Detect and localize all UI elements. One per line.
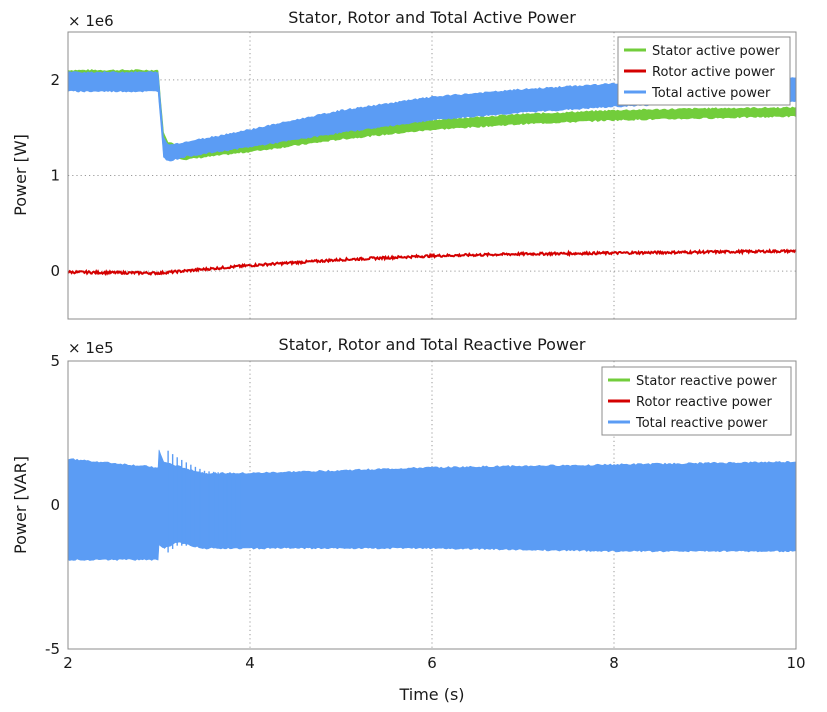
x-tick-label: 2 — [63, 654, 73, 672]
series-total-reactive-power-spikes — [167, 450, 242, 553]
axes-frame — [67, 31, 797, 320]
y-axis-label: Power [W] — [11, 134, 30, 216]
y-tick-label: 1 — [50, 167, 60, 185]
y-exponent-label: × 1e5 — [68, 339, 114, 357]
legend-box — [617, 36, 791, 106]
grid — [68, 32, 796, 319]
y-exponent-label: × 1e6 — [68, 12, 114, 30]
y-tick-label: 0 — [50, 496, 60, 514]
legend-entry: Total reactive power — [635, 416, 768, 431]
legend-entry: Stator reactive power — [636, 374, 777, 389]
y-axis: -5 0 5 — [45, 352, 60, 658]
legend-entry: Rotor reactive power — [636, 395, 772, 410]
x-tick-label: 8 — [609, 654, 619, 672]
x-tick-label: 6 — [427, 654, 437, 672]
chart-title: Stator, Rotor and Total Reactive Power — [279, 335, 586, 354]
y-tick-label: 2 — [50, 71, 60, 89]
active-power-panel: Stator, Rotor and Total Active Power × 1… — [11, 8, 797, 320]
series-rotor-active-power — [67, 248, 797, 277]
y-tick-label: -5 — [45, 640, 60, 658]
legend-box — [601, 366, 792, 436]
legend-entry: Total active power — [651, 86, 771, 101]
y-tick-label: 5 — [50, 352, 60, 370]
x-tick-label: 10 — [786, 654, 805, 672]
reactive-power-panel: Stator, Rotor and Total Reactive Power ×… — [11, 335, 806, 704]
y-axis: 0 1 2 — [50, 71, 60, 280]
chart-title: Stator, Rotor and Total Active Power — [288, 8, 576, 27]
y-tick-label: 0 — [50, 262, 60, 280]
y-axis-label: Power [VAR] — [11, 456, 30, 554]
legend-entry: Rotor active power — [652, 65, 775, 80]
legend: Stator reactive power Rotor reactive pow… — [601, 366, 792, 436]
legend-entry: Stator active power — [652, 44, 780, 59]
x-tick-label: 4 — [245, 654, 255, 672]
legend: Stator active power Rotor active power T… — [617, 36, 791, 106]
axes-frame — [67, 360, 797, 650]
x-axis: 2 4 6 8 10 — [63, 654, 805, 672]
plot-area — [67, 449, 797, 561]
x-axis-label: Time (s) — [398, 685, 464, 704]
